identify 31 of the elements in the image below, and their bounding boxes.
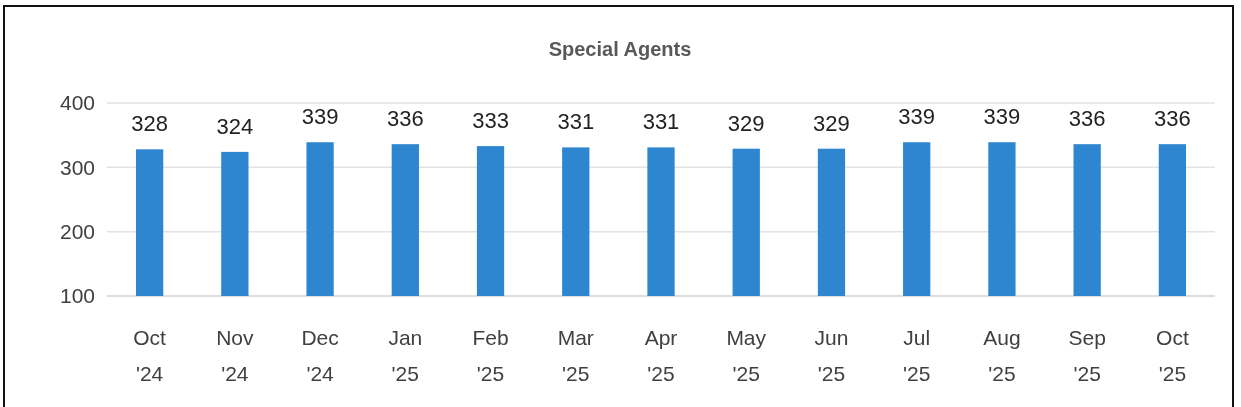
- x-tick-label: Oct '24: [133, 326, 167, 385]
- data-label: 329: [727, 110, 765, 136]
- x-tick-label: Apr '25: [644, 326, 678, 385]
- x-tick-label: Jul '25: [903, 326, 931, 385]
- x-tick-label: Jan '25: [388, 326, 423, 385]
- data-label: 333: [472, 108, 509, 134]
- x-tick-label: Oct '25: [1156, 326, 1189, 385]
- x-tick-label: Nov '24: [216, 326, 255, 385]
- data-label: 328: [131, 111, 168, 137]
- x-tick-label: Sep '25: [1068, 326, 1106, 385]
- x-tick-label: May '25: [726, 326, 767, 385]
- data-label: 339: [983, 104, 1021, 130]
- data-label: 336: [386, 106, 424, 132]
- data-label: 336: [1068, 106, 1106, 132]
- data-label: 339: [898, 104, 936, 130]
- data-label: 339: [301, 104, 339, 130]
- x-tick-label: Jun '25: [814, 326, 849, 385]
- data-label: 331: [642, 109, 680, 135]
- x-tick-label: Mar '25: [557, 326, 594, 385]
- x-tick-label: Aug '25: [983, 326, 1021, 385]
- data-label: 329: [813, 110, 850, 136]
- y-tick-label: 400: [59, 91, 95, 115]
- data-label: 336: [1154, 106, 1191, 132]
- chart-title: Special Agents: [548, 38, 692, 60]
- x-tick-label: Dec '24: [301, 326, 339, 385]
- data-label: 324: [216, 113, 254, 139]
- y-tick-label: 200: [59, 220, 95, 244]
- data-label: 331: [557, 109, 595, 135]
- x-tick-label: Feb '25: [472, 326, 509, 385]
- y-tick-label: 100: [59, 284, 95, 308]
- y-tick-label: 300: [59, 155, 95, 179]
